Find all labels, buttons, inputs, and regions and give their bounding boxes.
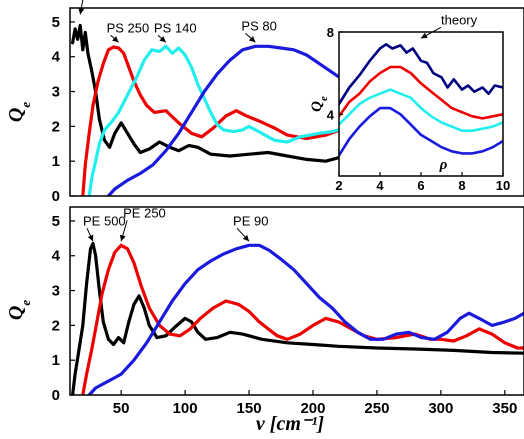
bottom-series-pe-250-line	[81, 243, 524, 395]
top-annotation-ps-500-arrowhead	[78, 8, 85, 15]
bottom-xtick-label: 50	[113, 400, 130, 417]
inset-series-1-line	[339, 65, 503, 120]
top-series-ps-500-line	[71, 23, 353, 163]
top-annotation-ps-250-label: PS 250	[107, 20, 150, 35]
top-annotation-ps-250-arrowhead	[112, 36, 119, 43]
bottom-ytick-label: 5	[52, 213, 60, 230]
bottom-xtick-label: 150	[237, 400, 262, 417]
top-annotation-ps-140-arrowhead	[159, 36, 166, 43]
bottom-annotation-pe-500-label: PE 500	[83, 213, 126, 228]
inset-series-theory-line	[339, 43, 503, 106]
bottom-xtick-label: 300	[428, 400, 453, 417]
bottom-annotation-pe-500-arrowhead	[87, 234, 94, 242]
top-ytick-label: 0	[52, 188, 60, 205]
inset-ytick-label: 4	[327, 107, 335, 122]
bottom-xtick-label: 200	[300, 400, 325, 417]
inset-series-2-line	[339, 88, 503, 132]
bottom-ytick-label: 4	[52, 248, 61, 265]
top-ytick-label: 2	[52, 118, 60, 135]
bottom-ytick-label: 2	[52, 317, 60, 334]
top-ylabel: Qe	[5, 102, 33, 122]
top-series-ps-80-line	[106, 44, 366, 196]
top-ytick-label: 1	[52, 153, 60, 170]
top-ytick-label: 3	[52, 84, 60, 101]
top-series-ps-140-line	[87, 44, 347, 196]
top-annotation-ps-80-arrowhead	[248, 36, 256, 43]
bottom-ytick-label: 3	[52, 283, 60, 300]
inset-annotation-theory-label: theory	[441, 12, 478, 27]
bottom-series-pe-90-line	[87, 243, 524, 395]
inset-xtick-label: 2	[335, 178, 342, 193]
bottom-plot-frame	[69, 206, 524, 396]
inset-background	[339, 32, 503, 176]
top-ytick-label: 5	[52, 14, 60, 31]
inset-xtick-label: 4	[376, 178, 384, 193]
bottom-ytick-label: 1	[52, 352, 60, 369]
inset-ytick-label: 8	[327, 25, 334, 40]
inset-ylabel: Qe	[309, 96, 330, 112]
bottom-annotation-pe-250-label: PE 250	[123, 205, 166, 220]
top-plot-frame	[69, 7, 524, 197]
inset-annotation-theory-arrowhead	[421, 32, 428, 39]
top-ytick-label: 4	[52, 49, 61, 66]
bottom-xlabel: ν [cm⁻¹]	[256, 413, 325, 435]
inset-xtick-label: 10	[496, 178, 510, 193]
inset-xtick-label: 6	[417, 178, 424, 193]
inset-series-3-line	[339, 106, 503, 157]
top-annotation-ps-80-label: PS 80	[241, 18, 276, 33]
bottom-annotation-pe-90-label: PE 90	[233, 213, 268, 228]
bottom-ytick-label: 0	[52, 387, 60, 404]
bottom-xtick-label: 250	[364, 400, 389, 417]
inset-panel: 4 8 2 4 6 8 10 Qe ρ theory	[309, 12, 510, 193]
inset-xlabel: ρ	[439, 157, 448, 173]
bottom-series-pe-500-line	[71, 242, 524, 395]
bottom-ylabel: Qe	[5, 300, 33, 320]
bottom-xtick-label: 100	[173, 400, 198, 417]
bottom-xtick-label: 350	[492, 400, 517, 417]
bottom-annotation-pe-250-arrowhead	[119, 234, 126, 242]
inset-xtick-label: 8	[458, 178, 465, 193]
bottom-panel: 0 1 2 3 4 5 50 100 150 200 250 300 350 Qe ν [cm⁻¹] PE 5…	[5, 205, 524, 435]
top-annotation-ps-140-label: PS 140	[154, 20, 197, 35]
top-series-ps-250-line	[81, 45, 360, 196]
bottom-annotation-pe-90-arrowhead	[242, 234, 250, 242]
